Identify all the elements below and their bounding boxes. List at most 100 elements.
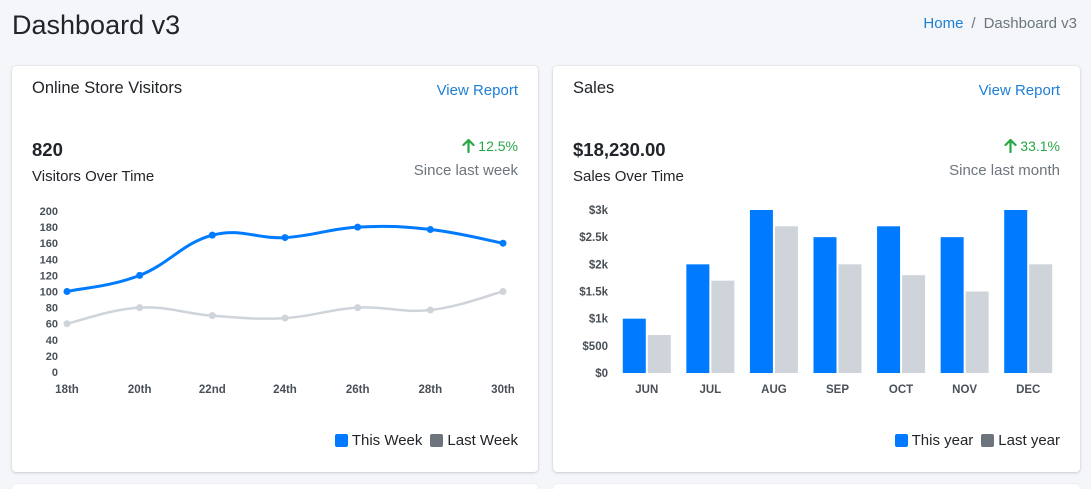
data-point-last-week [136,304,144,312]
sales-change-value: 33.1% [1020,138,1060,154]
legend-label-this-year: This year [911,432,974,449]
data-point-last-week [63,320,71,328]
x-tick-label: NOV [952,384,977,396]
legend-swatch-last-year [981,434,995,447]
sales-view-report-link[interactable]: View Report [978,82,1060,99]
sales-card: Sales View Report $18,230.00 Sales Over … [553,66,1080,472]
x-tick-label: DEC [1016,384,1040,396]
y-tick-label: 20 [46,351,58,363]
data-point-this-week [499,239,507,247]
data-point-last-week [499,288,507,295]
legend-swatch-last-week [430,434,444,447]
y-tick-label: 80 [46,303,58,315]
next-card-right-edge [553,484,1080,489]
y-tick-label: 60 [46,319,58,331]
page-title: Dashboard v3 [12,10,181,40]
data-point-last-week [281,314,289,322]
bar-this-year-sep [813,237,837,373]
y-tick-label: $2.5k [579,232,608,244]
visitors-over-time-label: Visitors Over Time [32,168,155,185]
breadcrumb-home-link[interactable]: Home [923,15,964,32]
bar-this-year-jul [686,264,710,373]
x-tick-label: 30th [491,384,515,396]
bar-this-year-jun [622,318,646,373]
y-tick-label: $3k [589,205,609,217]
sales-card-title: Sales [573,79,615,97]
legend-swatch-this-year [894,434,908,447]
visitors-count: 820 [32,139,63,160]
y-tick-label: $0 [595,368,608,380]
y-tick-label: 140 [40,254,58,266]
data-point-last-week [354,304,362,312]
data-point-last-week [208,312,216,320]
legend-swatch-this-week [334,434,348,447]
x-tick-label: JUL [699,384,721,396]
y-tick-label: 160 [40,238,58,250]
y-tick-label: $500 [582,341,608,353]
data-point-this-week [208,231,216,239]
data-point-this-week [136,271,144,279]
data-point-this-week [354,223,362,231]
x-tick-label: 20th [128,384,152,396]
bar-this-year-nov [940,237,964,373]
bar-this-year-dec [1004,210,1028,373]
arrow-up-icon [462,139,475,153]
bar-this-year-oct [877,226,901,373]
y-tick-label: 120 [40,270,58,282]
sales-change: 33.1% [1004,138,1060,154]
legend-label-last-week: Last Week [447,432,518,449]
bar-last-year-jun [647,334,671,373]
sales-since-label: Since last month [949,162,1060,179]
legend-label-this-week: This Week [351,432,423,449]
visitors-since-label: Since last week [413,162,518,179]
y-tick-label: 0 [52,367,58,379]
x-tick-label: 28th [419,384,443,396]
x-tick-label: 22nd [199,384,226,396]
y-tick-label: 180 [40,222,58,234]
sales-total: $18,230.00 [573,139,666,160]
bar-last-year-sep [838,264,862,373]
breadcrumb: Home / Dashboard v3 [923,15,1077,32]
breadcrumb-current: Dashboard v3 [983,15,1077,32]
x-tick-label: JUN [635,384,658,396]
legend-item-last-week: Last Week [430,432,518,449]
visitors-card: Online Store Visitors View Report 820 Vi… [12,66,538,472]
data-point-this-week [281,234,289,242]
x-tick-label: 18th [55,384,79,396]
sales-bar-chart: $3k $2.5k $2k $1.5k $1k $500 $0 JUN JUL AUG SEP OCT… [579,205,1053,396]
bar-last-year-oct [902,275,926,373]
bar-last-year-dec [1029,264,1053,373]
arrow-up-icon [1004,139,1017,153]
data-point-this-week [63,288,71,295]
x-tick-label: 26th [346,384,370,396]
bar-this-year-aug [749,210,773,373]
x-tick-label: AUG [761,384,787,396]
y-tick-label: 40 [46,335,58,347]
y-tick-label: 100 [40,287,58,299]
legend-label-last-year: Last year [998,432,1060,449]
bar-last-year-jul [711,280,735,373]
visitors-view-report-link[interactable]: View Report [436,82,518,99]
bar-last-year-nov [965,291,989,373]
data-point-this-week [426,226,434,234]
legend-item-last-year: Last year [981,432,1060,449]
bar-last-year-aug [774,226,798,373]
visitors-legend: This Week Last Week [334,432,518,449]
breadcrumb-separator: / [971,15,976,32]
sales-legend: This year Last year [894,432,1060,449]
legend-item-this-week: This Week [334,432,423,449]
x-tick-label: OCT [889,384,913,396]
visitors-change-value: 12.5% [478,138,518,154]
y-tick-label: $1.5k [579,287,608,299]
visitors-card-title: Online Store Visitors [32,79,183,97]
y-tick-label: $2k [589,259,609,271]
next-card-left-edge [12,484,538,489]
x-tick-label: 24th [273,384,297,396]
sales-over-time-label: Sales Over Time [573,168,684,185]
x-tick-label: SEP [826,384,849,396]
visitors-change: 12.5% [462,138,518,154]
y-tick-label: $1k [589,314,609,326]
y-tick-label: 200 [40,206,58,218]
data-point-last-week [426,306,434,314]
